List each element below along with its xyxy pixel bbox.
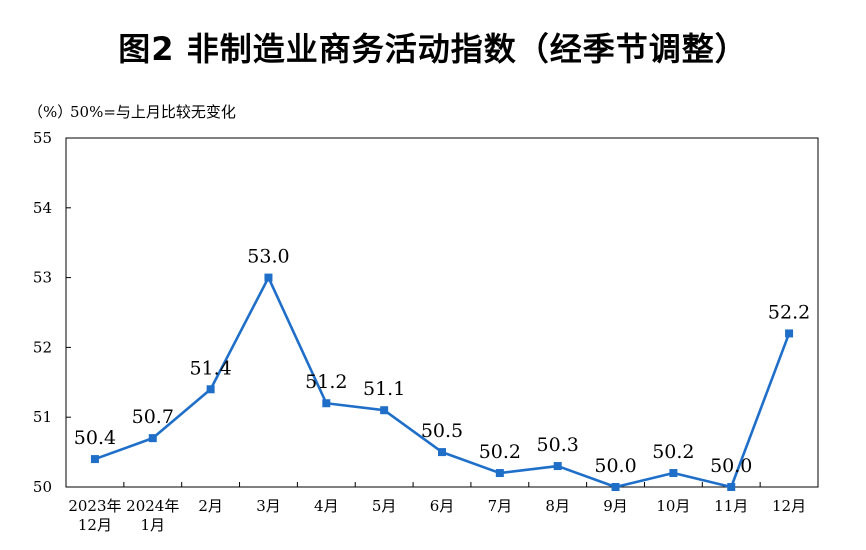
data-point-marker [611, 483, 620, 491]
data-label: 52.2 [768, 301, 810, 323]
x-tick-label: 4月 [314, 497, 339, 515]
y-tick-label: 51 [33, 408, 52, 426]
data-point-marker [785, 329, 794, 338]
data-label: 51.2 [305, 371, 347, 393]
x-tick-label: 12月 [78, 516, 112, 534]
data-label: 53.0 [247, 246, 289, 268]
plot-frame [65, 137, 819, 488]
x-tick-label: 2023年 [68, 497, 121, 515]
data-label: 50.7 [132, 406, 174, 428]
data-label: 50.3 [537, 434, 579, 456]
y-tick-label: 52 [33, 338, 52, 356]
data-label: 50.0 [594, 455, 636, 477]
data-label: 51.4 [189, 357, 231, 379]
data-point-marker [438, 448, 446, 457]
x-tick-label: 6月 [430, 497, 455, 515]
x-tick-label: 5月 [372, 497, 397, 515]
data-point-marker [264, 273, 273, 282]
data-point-marker [669, 469, 678, 478]
data-label: 50.0 [710, 455, 752, 477]
x-tick-label: 2024年 [126, 497, 179, 515]
data-point-marker [90, 455, 99, 464]
data-point-marker [727, 483, 736, 491]
data-label: 50.2 [479, 441, 521, 463]
x-tick-label: 1月 [140, 516, 165, 534]
data-label: 50.5 [421, 420, 463, 442]
y-axis-unit-label: （%） [28, 103, 73, 121]
chart-title: 图2 非制造业商务活动指数（经季节调整） [118, 30, 748, 68]
x-tick-label: 10月 [656, 497, 690, 515]
x-tick-label: 9月 [603, 497, 628, 515]
x-tick-label: 2月 [198, 497, 223, 515]
data-point-marker [553, 462, 562, 471]
y-tick-label: 53 [33, 269, 52, 287]
data-label: 50.2 [652, 441, 694, 463]
x-tick-label: 3月 [256, 497, 281, 515]
chart-note: 50%=与上月比较无变化 [70, 103, 236, 121]
data-point-marker [148, 434, 157, 443]
y-tick-label: 55 [33, 129, 52, 147]
data-point-marker [380, 406, 389, 415]
data-label: 50.4 [74, 427, 116, 449]
data-point-marker [495, 469, 504, 478]
x-tick-label: 11月 [714, 497, 748, 515]
data-label: 51.1 [363, 378, 405, 400]
y-tick-label: 54 [33, 199, 52, 217]
y-tick-label: 50 [33, 478, 52, 496]
x-tick-label: 7月 [488, 497, 513, 515]
x-tick-label: 8月 [545, 497, 570, 515]
data-point-marker [206, 385, 215, 394]
data-point-marker [322, 399, 331, 408]
x-tick-label: 12月 [772, 497, 806, 515]
